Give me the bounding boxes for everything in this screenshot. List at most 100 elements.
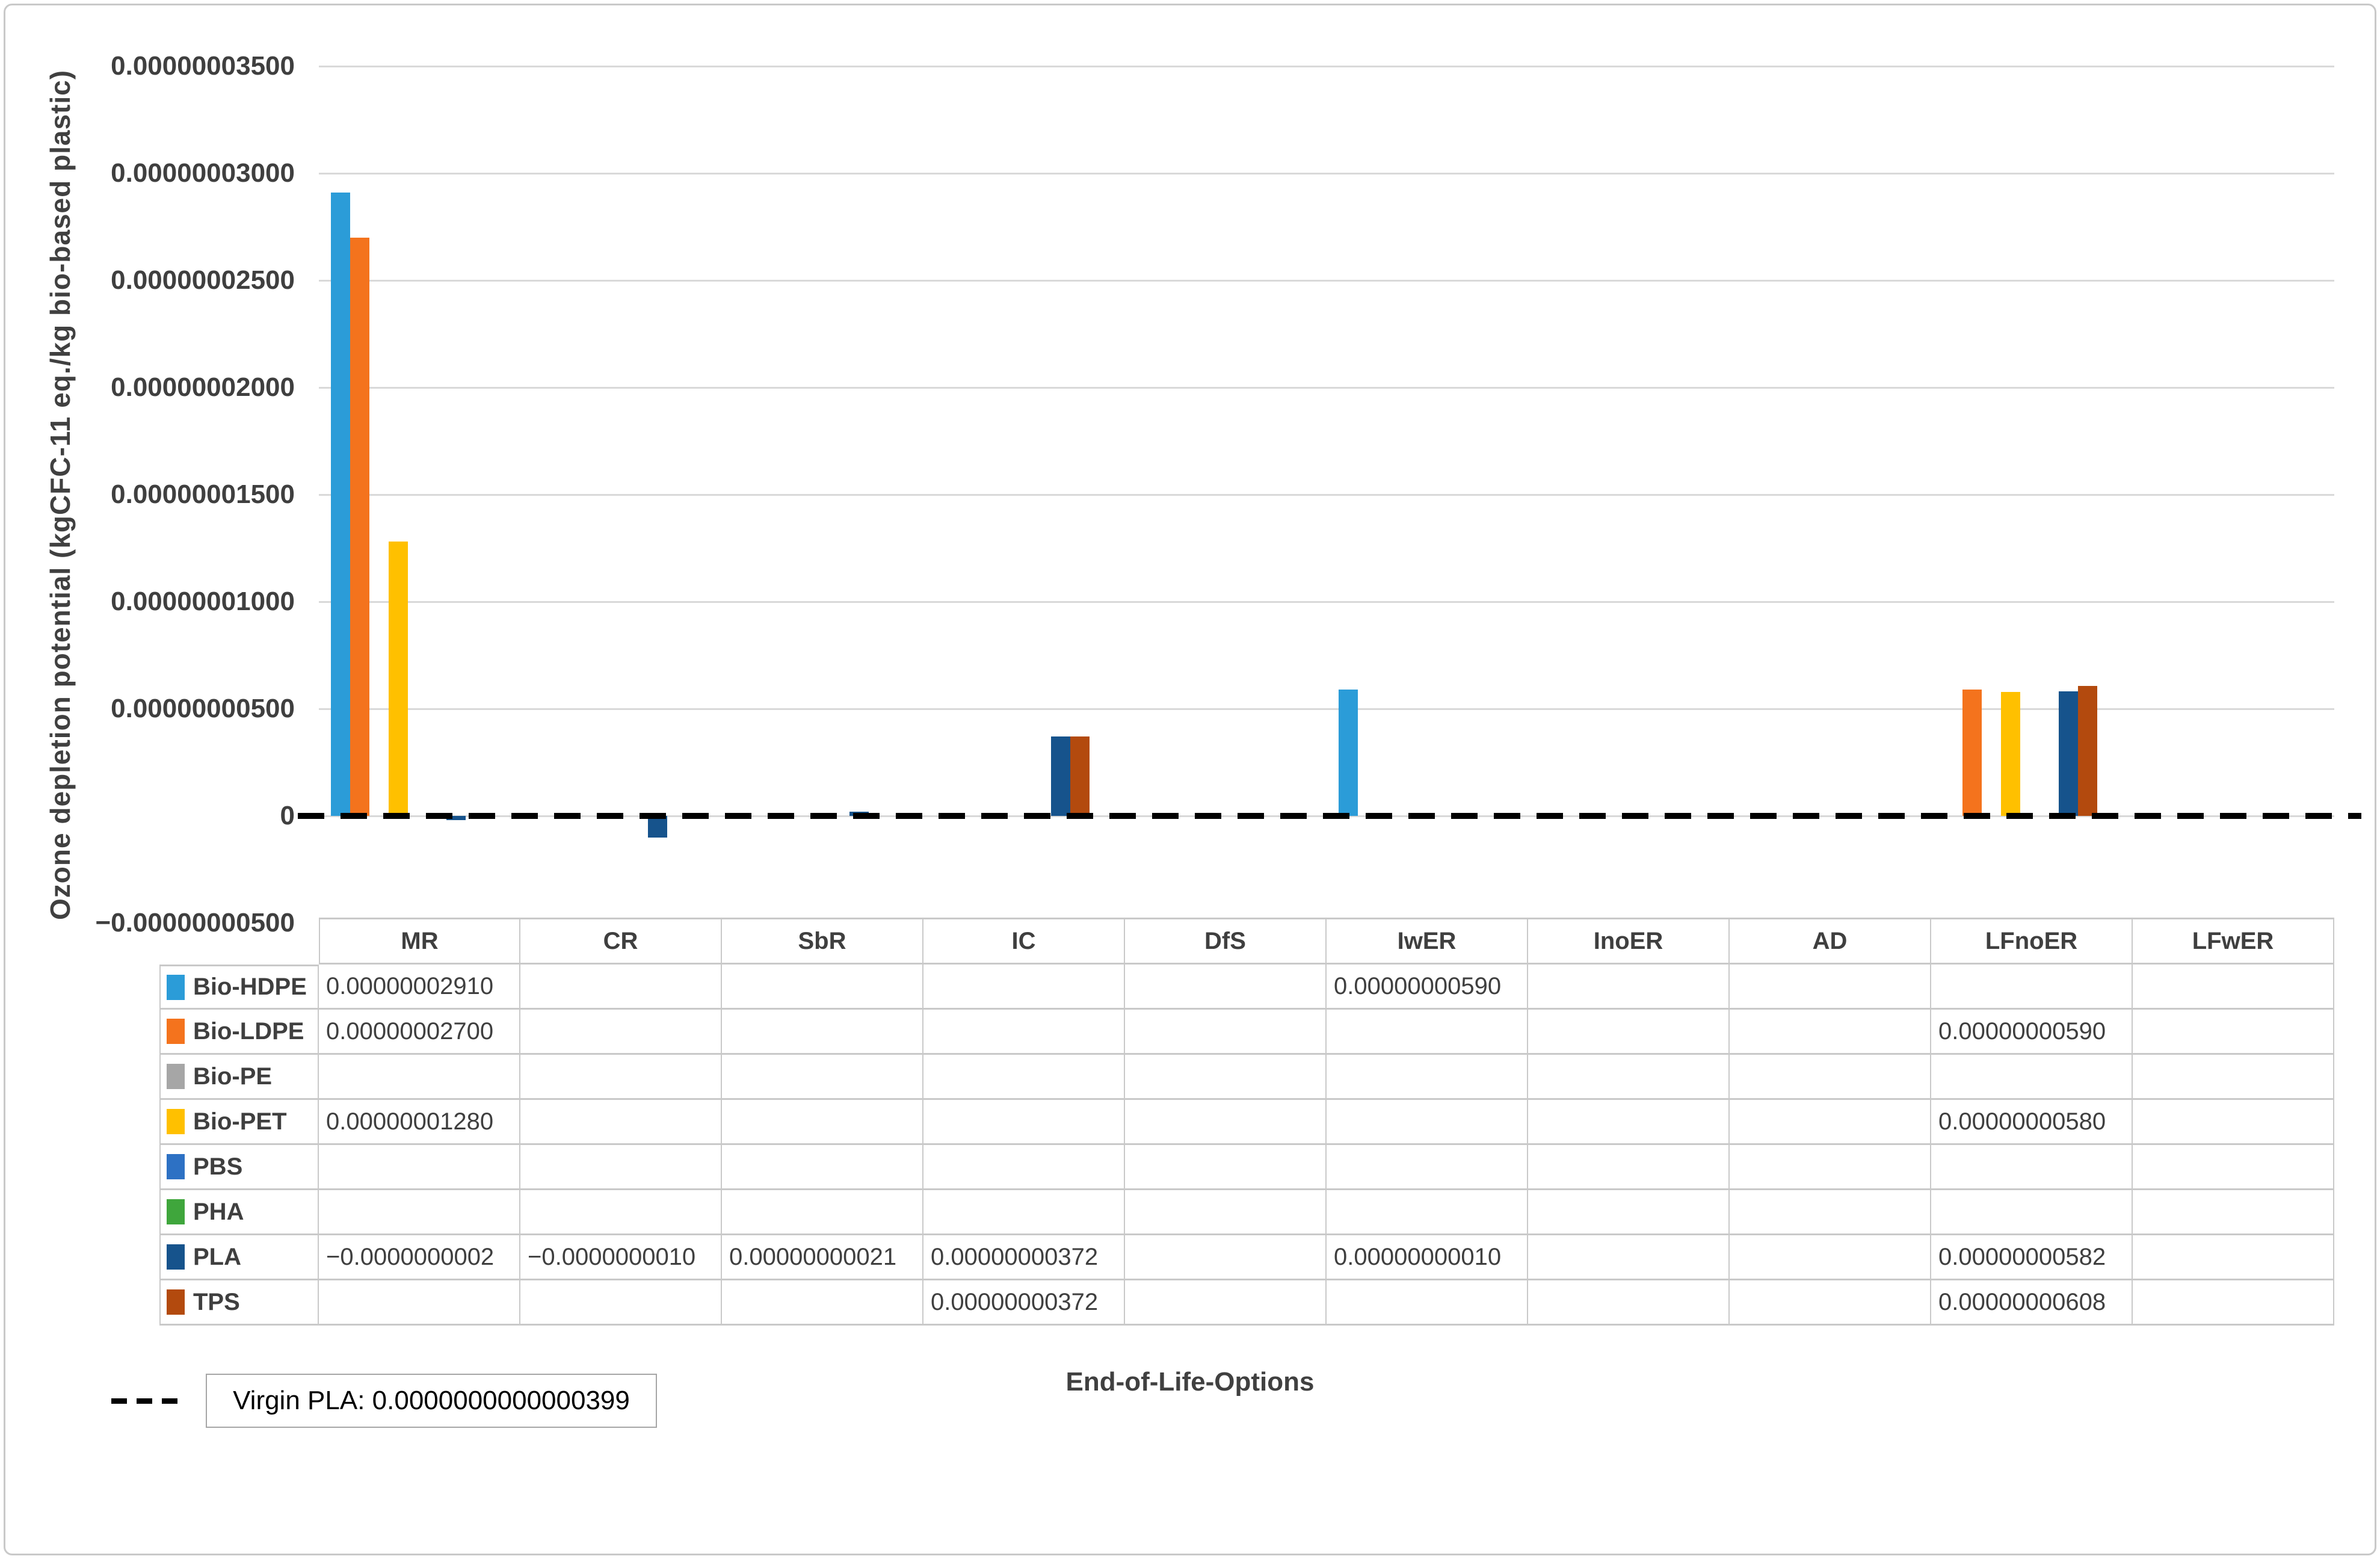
table-value-cell [1125, 1235, 1327, 1280]
table-header-cell: LFwER [2133, 918, 2334, 965]
series-color-swatch [167, 1154, 185, 1179]
table-value-cell [2133, 965, 2334, 1010]
table-value-cell [1931, 1055, 2133, 1100]
table-value-cell [1327, 1010, 1528, 1055]
bar-Bio-PET-MR [389, 542, 408, 816]
table-value-cell [319, 1145, 520, 1190]
series-name-label: TPS [193, 1288, 240, 1315]
table-value-cell: 0.00000000021 [722, 1235, 923, 1280]
table-value-cell [1125, 965, 1327, 1010]
table-value-cell [1730, 1100, 1931, 1145]
y-tick-label: 0.00000002500 [111, 265, 295, 295]
table-value-cell [923, 1100, 1125, 1145]
table-value-cell [923, 1145, 1125, 1190]
x-axis-title: End-of-Life-Options [1065, 1367, 1315, 1397]
table-value-cell [319, 1280, 520, 1326]
table-value-cell [2133, 1145, 2334, 1190]
table-value-cell [1931, 965, 2133, 1010]
table-value-cell [1327, 1190, 1528, 1235]
table-value-cell [1528, 1100, 1730, 1145]
table-value-cell [923, 1055, 1125, 1100]
table-value-cell: −0.0000000010 [520, 1235, 722, 1280]
table-value-cell [520, 1055, 722, 1100]
table-value-cell [1730, 1145, 1931, 1190]
table-value-cell: 0.00000000608 [1931, 1280, 2133, 1326]
table-value-cell [1327, 1055, 1528, 1100]
table-value-cell [1528, 1055, 1730, 1100]
series-color-swatch [167, 1199, 185, 1224]
table-value-cell [520, 1010, 722, 1055]
table-value-cell: 0.00000000590 [1327, 965, 1528, 1010]
reference-legend: Virgin PLA: 0.0000000000000399 [111, 1374, 657, 1428]
table-header-cell: IwER [1327, 918, 1528, 965]
table-value-cell [2133, 1190, 2334, 1235]
series-name-label: Bio-PE [193, 1063, 273, 1090]
table-value-cell [1125, 1055, 1327, 1100]
table-value-cell [1327, 1100, 1528, 1145]
table-value-cell [722, 1145, 923, 1190]
gridline [319, 387, 2334, 389]
table-value-cell [1931, 1190, 2133, 1235]
table-value-cell: 0.00000002910 [319, 965, 520, 1010]
table-value-cell [2133, 1280, 2334, 1326]
series-name-cell: Bio-PE [159, 1055, 319, 1100]
y-tick-label: 0.00000003000 [111, 158, 295, 188]
table-value-cell [722, 1100, 923, 1145]
series-color-swatch [167, 1244, 185, 1270]
table-value-cell [1528, 965, 1730, 1010]
table-value-cell: −0.0000000002 [319, 1235, 520, 1280]
table-value-cell [1528, 1145, 1730, 1190]
table-value-cell: 0.00000000372 [923, 1280, 1125, 1326]
gridline [319, 280, 2334, 282]
table-value-cell [1730, 1235, 1931, 1280]
gridline [319, 66, 2334, 67]
bar-Bio-LDPE-MR [350, 237, 369, 816]
table-value-cell [520, 965, 722, 1010]
series-color-swatch [167, 1289, 185, 1315]
reference-dashed-line [298, 812, 2361, 819]
table-value-cell [1528, 1010, 1730, 1055]
table-value-cell: 0.00000000582 [1931, 1235, 2133, 1280]
table-value-cell [722, 1055, 923, 1100]
table-value-cell [520, 1100, 722, 1145]
series-name-label: Bio-HDPE [193, 974, 307, 1000]
table-value-cell [722, 1190, 923, 1235]
series-name-cell: Bio-HDPE [159, 965, 319, 1010]
table-value-cell [520, 1280, 722, 1326]
series-name-label: Bio-LDPE [193, 1017, 304, 1045]
table-header-cell: MR [319, 918, 520, 965]
table-value-cell [1327, 1280, 1528, 1326]
table-header-cell: IC [923, 918, 1125, 965]
y-tick-label: 0.00000001000 [111, 587, 295, 616]
series-name-cell: PLA [159, 1235, 319, 1280]
data-table: MR CR SbR IC DfS IwER InoER AD LFnoER LFwER Bio-HD… [159, 918, 2334, 1326]
series-name-label: PLA [193, 1243, 241, 1270]
table-value-cell [1327, 1145, 1528, 1190]
bar-Bio-HDPE-IwER [1339, 689, 1358, 816]
table-value-cell [1125, 1280, 1327, 1326]
reference-legend-label: Virgin PLA: 0.0000000000000399 [233, 1386, 630, 1415]
y-tick-label: 0 [280, 801, 295, 830]
reference-legend-box: Virgin PLA: 0.0000000000000399 [206, 1374, 657, 1428]
y-tick-label: 0.00000003500 [111, 51, 295, 81]
table-value-cell [520, 1190, 722, 1235]
table-header-cell: AD [1730, 918, 1931, 965]
table-value-cell [1730, 1010, 1931, 1055]
bar-Bio-LDPE-LFnoER [1962, 689, 1982, 816]
table-value-cell [1125, 1100, 1327, 1145]
series-name-cell: Bio-PET [159, 1100, 319, 1145]
table-header-cell: DfS [1125, 918, 1327, 965]
table-value-cell [923, 1010, 1125, 1055]
y-tick-label: 0.00000000500 [111, 694, 295, 723]
series-name-cell: TPS [159, 1280, 319, 1326]
bar-TPS-IC [1070, 736, 1090, 816]
y-tick-label: 0.00000001500 [111, 480, 295, 509]
gridline [319, 494, 2334, 496]
table-value-cell [2133, 1235, 2334, 1280]
plot-area [298, 66, 2361, 923]
series-color-swatch [167, 974, 185, 1000]
series-name-cell: PBS [159, 1145, 319, 1190]
series-name-cell: Bio-LDPE [159, 1010, 319, 1055]
table-value-cell [1125, 1145, 1327, 1190]
table-value-cell [1730, 1190, 1931, 1235]
